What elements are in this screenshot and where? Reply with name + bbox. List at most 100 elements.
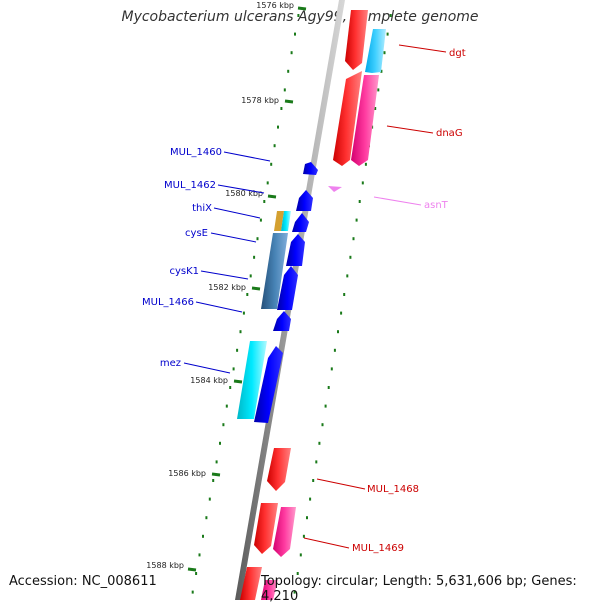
inner-track-dot: [191, 590, 194, 594]
inner-track-dot: [283, 88, 286, 92]
map-title: Mycobacterium ulcerans Agy99, complete g…: [121, 9, 479, 25]
outer-track-dot: [324, 404, 327, 408]
outer-track-dot: [364, 162, 367, 166]
outer-track-dot: [315, 460, 318, 464]
outer-track-dot: [333, 348, 336, 352]
inner-track-dot: [277, 125, 279, 129]
inner-track-dot: [266, 181, 269, 185]
ruler-tick-1582: 1582 kbp: [208, 283, 261, 292]
inner-track-dot: [215, 460, 218, 464]
outer-track-dot: [383, 51, 386, 55]
outer-track-dot: [321, 423, 324, 427]
inner-track-dot: [212, 479, 215, 482]
inner-track-dot: [256, 237, 259, 241]
gene-mez-cog[interactable]: [237, 341, 267, 419]
leader-lines: [183, 44, 447, 549]
rna-asnT[interactable]: [328, 186, 342, 192]
inner-track-dot: [273, 144, 276, 148]
outer-track-dot: [386, 32, 389, 36]
gene-dgt-cog[interactable]: [365, 29, 386, 73]
gene-MUL_1466[interactable]: [273, 311, 291, 331]
outer-track-dot: [361, 181, 364, 185]
inner-track-dot: [229, 386, 232, 389]
gene-cysE-cysK1-cog[interactable]: [261, 233, 288, 309]
ruler-tick-1588: 1588 kbp: [146, 561, 197, 572]
label-MUL_1469[interactable]: MUL_1469: [352, 543, 404, 554]
outer-track-dot: [306, 516, 308, 520]
label-MUL_1462[interactable]: MUL_1462: [164, 180, 216, 191]
ruler-label-1578: 1578 kbp: [241, 96, 279, 105]
inner-track-dot: [297, 14, 300, 17]
outer-track-dot: [355, 218, 358, 222]
ruler-tick-1578: 1578 kbp: [241, 96, 294, 105]
gene-next-partial[interactable]: [240, 567, 278, 600]
inner-track-dot: [270, 162, 273, 166]
gene-dnaG-cog[interactable]: [351, 75, 379, 166]
outer-track-dot: [346, 274, 349, 278]
gene-cysK1[interactable]: [277, 266, 298, 310]
outer-track-dot: [318, 441, 321, 445]
inner-track-dot: [236, 348, 239, 352]
inner-track-dot: [294, 32, 296, 36]
outer-track-dot: [330, 367, 333, 371]
gene-dgt[interactable]: [345, 10, 368, 70]
label-thiX[interactable]: thiX: [192, 203, 212, 214]
outer-track-dot: [296, 572, 299, 575]
outer-track-dot: [389, 14, 392, 17]
gene-dnaG[interactable]: [333, 71, 362, 166]
accession-text: Accession: NC_008611: [9, 574, 157, 589]
gene-thiX-cog[interactable]: [274, 211, 291, 231]
outer-track-dot: [293, 590, 296, 594]
label-dnaG[interactable]: dnaG: [436, 128, 463, 139]
minor-ticks: [191, 14, 392, 594]
gene-MUL_1469-cog[interactable]: [273, 507, 296, 557]
inner-track-dot: [253, 255, 256, 259]
gene-thiX[interactable]: [292, 213, 309, 232]
inner-track-dot: [219, 441, 221, 445]
label-mez[interactable]: mez: [160, 358, 181, 369]
ruler-tick-1576: 1576 kbp: [256, 1, 307, 11]
inner-track-dot: [239, 330, 242, 334]
label-cysK1[interactable]: cysK1: [169, 266, 199, 277]
outer-track-dot: [352, 237, 355, 241]
label-MUL_1460[interactable]: MUL_1460: [170, 147, 222, 158]
inner-track-dot: [208, 497, 211, 501]
inner-track-dot: [290, 51, 293, 55]
inner-track-dot: [225, 404, 228, 408]
outer-track-dot: [312, 479, 315, 482]
ruler-tick-1584: 1584 kbp: [190, 376, 243, 385]
ruler-tick-1586: 1586 kbp: [168, 469, 221, 478]
inner-track-dot: [246, 293, 249, 296]
label-MUL_1466[interactable]: MUL_1466: [142, 297, 194, 308]
inner-track-dot: [232, 367, 235, 371]
inner-track-dot: [202, 534, 204, 538]
inner-track-dot: [263, 200, 266, 203]
label-asnT[interactable]: asnT: [424, 200, 449, 211]
label-MUL_1468[interactable]: MUL_1468: [367, 484, 419, 495]
outer-track-dot: [343, 293, 346, 296]
outer-track-dot: [299, 553, 302, 557]
outer-track-dot: [380, 69, 383, 73]
label-cysE[interactable]: cysE: [185, 228, 208, 239]
gene-MUL_1462[interactable]: [296, 190, 313, 211]
ruler-label-1580: 1580 kbp: [225, 189, 263, 198]
gene-MUL_1468[interactable]: [267, 448, 291, 491]
gene-MUL_1469[interactable]: [254, 503, 278, 554]
gene-mez[interactable]: [254, 346, 283, 423]
label-dgt[interactable]: dgt: [449, 48, 466, 59]
inner-track-dot: [205, 516, 208, 520]
outer-track-dot: [337, 330, 339, 334]
inner-track-dot: [259, 218, 262, 222]
outer-track-dot: [309, 497, 312, 501]
inner-track-dot: [242, 311, 245, 315]
gene-MUL_1460[interactable]: [303, 162, 318, 175]
outer-track-dot: [302, 534, 305, 538]
ruler-label-1582: 1582 kbp: [208, 283, 246, 292]
inner-track-dot: [222, 423, 225, 427]
outer-track-dot: [349, 255, 352, 259]
ruler-label-1586: 1586 kbp: [168, 469, 206, 478]
gene-cysE[interactable]: [286, 234, 305, 266]
inner-track-dot: [195, 572, 198, 575]
ruler-label-1584: 1584 kbp: [190, 376, 228, 385]
